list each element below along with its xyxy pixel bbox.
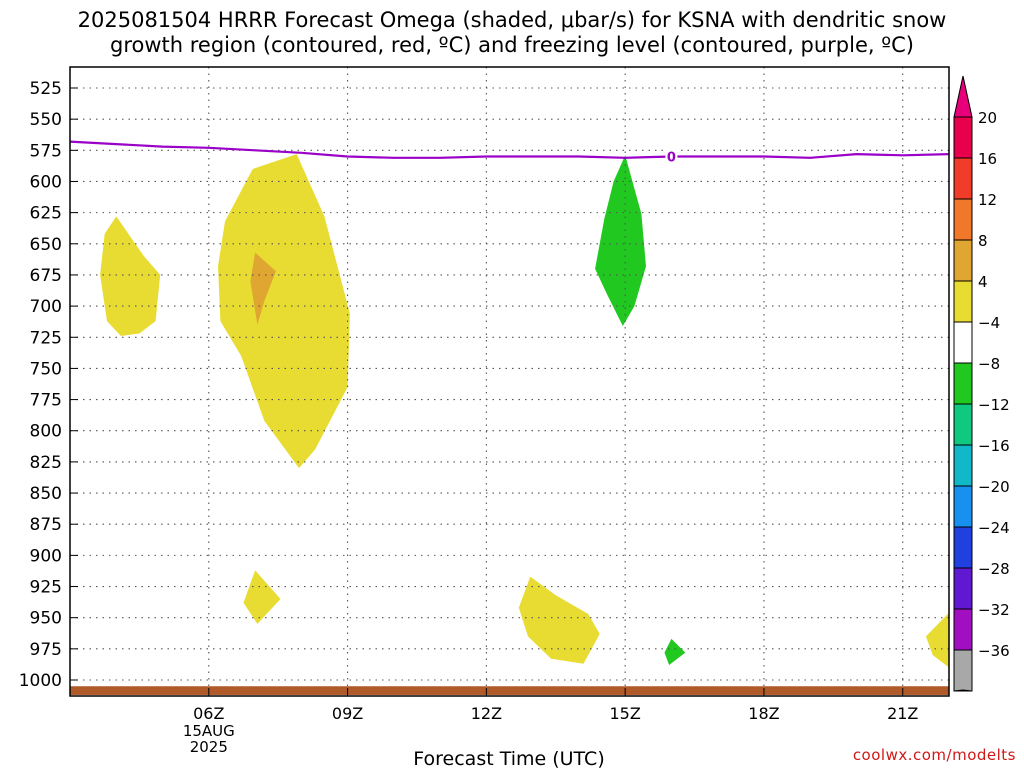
omega-region-5	[925, 612, 949, 668]
colorbar-top-arrow	[953, 75, 973, 118]
chart-title-line1: 2025081504 HRRR Forecast Omega (shaded, …	[77, 8, 947, 32]
colorbar-label-12: −32	[978, 601, 1010, 619]
x-tick-label-09Z: 09Z	[332, 704, 363, 723]
omega-region-3	[243, 570, 281, 624]
colorbar-bottom-arrow	[953, 689, 973, 692]
colorbar-label-8: −16	[978, 437, 1010, 455]
y-tick-label-650: 650	[30, 235, 62, 255]
plot-frame	[69, 66, 950, 697]
omega-region-1	[218, 154, 350, 469]
y-tick-label-850: 850	[30, 484, 62, 504]
omega-shading	[100, 154, 949, 668]
colorbar-label-5: −4	[978, 314, 1000, 332]
grid-lines	[70, 67, 949, 696]
colorbar-label-9: −20	[978, 478, 1010, 496]
colorbar-label-7: −12	[978, 396, 1010, 414]
colorbar-swatch-0	[953, 116, 973, 159]
colorbar-swatch-13	[953, 649, 973, 692]
colorbar-swatch-11	[953, 567, 973, 610]
colorbar-label-2: 12	[978, 191, 997, 209]
y-tick-label-875: 875	[30, 515, 62, 535]
x-tick-sublabel-0: 15AUG	[183, 722, 235, 740]
x-axis-label: Forecast Time (UTC)	[413, 748, 604, 768]
colorbar-swatch-6	[953, 362, 973, 405]
y-tick-label-1000: 1000	[19, 671, 62, 691]
y-tick-label-975: 975	[30, 640, 62, 660]
omega-region-7	[664, 638, 686, 665]
y-tick-label-900: 900	[30, 546, 62, 566]
colorbar-label-11: −28	[978, 560, 1010, 578]
surface-terrain-band	[70, 686, 949, 695]
colorbar-swatch-5	[953, 321, 973, 364]
colorbar-label-13: −36	[978, 642, 1010, 660]
y-axis-ticks: 525 550 575 600 625 650 675 700 725 750 775 800 825 8…	[19, 79, 78, 691]
y-tick-label-725: 725	[30, 328, 62, 348]
colorbar: 20 16 12 8 4 −4 −8 −12 −16 −20 −24 −28 −32 −36	[953, 75, 1010, 692]
y-tick-label-750: 750	[30, 359, 62, 379]
y-tick-label-600: 600	[30, 172, 62, 192]
x-tick-label-06Z: 06Z	[193, 704, 224, 723]
x-tick-label-15Z: 15Z	[609, 704, 640, 723]
x-tick-label-12Z: 12Z	[471, 704, 502, 723]
freezing-level-label-bg	[665, 148, 678, 164]
y-tick-label-775: 775	[30, 391, 62, 411]
colorbar-swatch-3	[953, 239, 973, 282]
y-tick-label-575: 575	[30, 141, 62, 161]
colorbar-swatch-8	[953, 444, 973, 487]
y-tick-label-925: 925	[30, 578, 62, 598]
y-tick-label-625: 625	[30, 204, 62, 224]
colorbar-swatch-9	[953, 485, 973, 528]
y-tick-label-550: 550	[30, 110, 62, 130]
y-tick-label-525: 525	[30, 79, 62, 99]
x-tick-label-21Z: 21Z	[887, 704, 918, 723]
colorbar-label-6: −8	[978, 355, 1000, 373]
y-tick-label-825: 825	[30, 453, 62, 473]
surface-band	[70, 686, 949, 695]
omega-region-6	[595, 155, 646, 326]
x-tick-label-18Z: 18Z	[748, 704, 779, 723]
y-tick-label-950: 950	[30, 609, 62, 629]
colorbar-swatch-1	[953, 157, 973, 200]
colorbar-label-10: −24	[978, 519, 1010, 537]
y-tick-label-675: 675	[30, 266, 62, 286]
chart-title-line2: growth region (contoured, red, ºC) and f…	[110, 33, 914, 57]
freezing-level: 0	[70, 140, 949, 166]
freezing-level-line	[70, 140, 949, 159]
colorbar-swatch-10	[953, 526, 973, 569]
credit-text: coolwx.com/modelts	[852, 746, 1016, 764]
colorbar-label-0: 20	[978, 109, 997, 127]
colorbar-swatch-4	[953, 280, 973, 323]
y-tick-label-700: 700	[30, 297, 62, 317]
colorbar-swatch-2	[953, 198, 973, 241]
y-tick-label-800: 800	[30, 422, 62, 442]
colorbar-label-1: 16	[978, 150, 997, 168]
freezing-level-label: 0	[667, 151, 676, 166]
colorbar-swatch-7	[953, 403, 973, 446]
colorbar-swatch-12	[953, 608, 973, 651]
x-tick-sublabel-1: 2025	[190, 738, 228, 756]
omega-region-2	[250, 252, 276, 325]
omega-region-4	[518, 576, 600, 664]
colorbar-label-4: 4	[978, 273, 988, 291]
omega-region-0	[100, 216, 161, 336]
colorbar-label-3: 8	[978, 232, 988, 250]
